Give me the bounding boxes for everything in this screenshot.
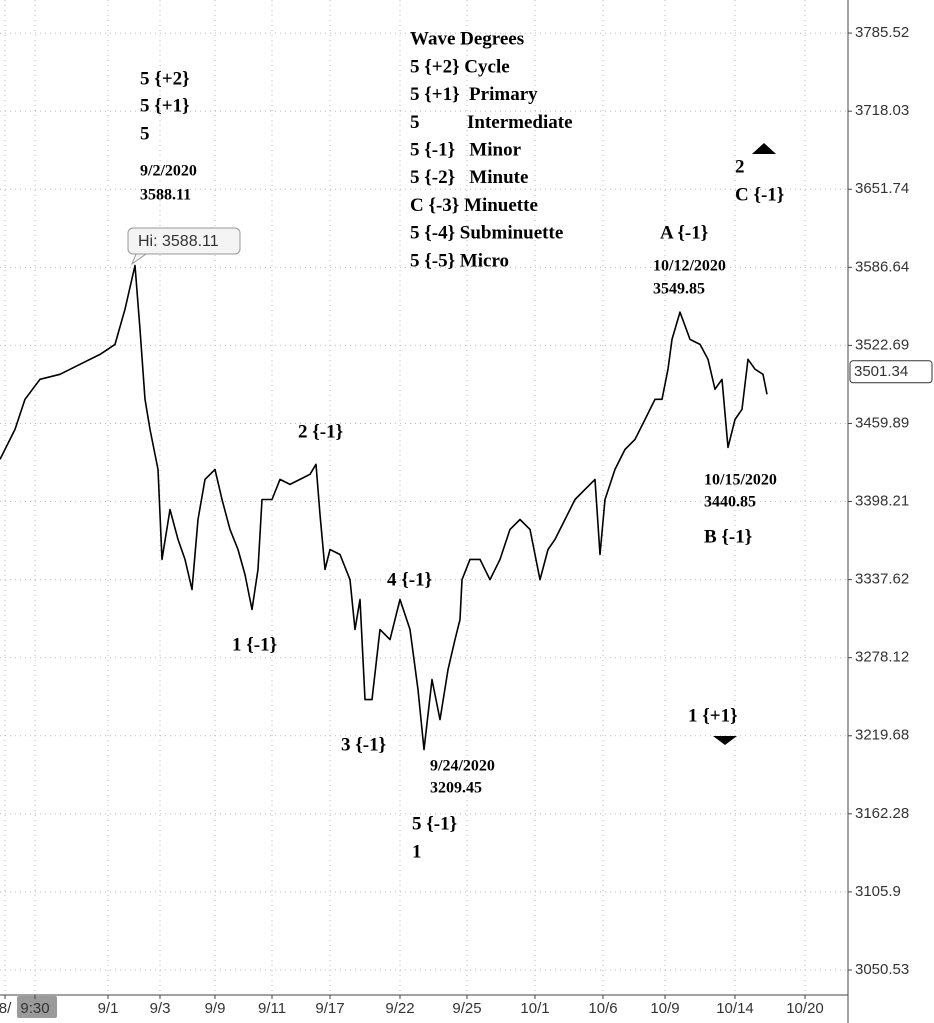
x-tick-label: 9/25 xyxy=(452,1000,481,1017)
down-arrow xyxy=(713,736,737,745)
annotation: 9/24/2020 xyxy=(430,758,495,775)
legend-entry: 5 {-4} Subminuette xyxy=(410,223,563,244)
annotation: 5 {+2} xyxy=(140,68,190,89)
legend-title: Wave Degrees xyxy=(410,28,524,49)
y-tick-label: 3522.69 xyxy=(855,336,909,353)
annotation: B {-1} xyxy=(704,526,752,547)
legend-entry: 5 {-2} Minute xyxy=(410,167,528,188)
annotation: 5 {+1} xyxy=(140,95,190,116)
x-tick-label: 8/ xyxy=(0,1000,12,1017)
annotation: 3588.11 xyxy=(140,187,191,204)
annotation: 3440.85 xyxy=(704,494,756,511)
annotation: 1 {+1} xyxy=(688,705,738,726)
wave-degree-legend: 5 {+2} Cycle 5 {+1} Primary 5 Intermediate… xyxy=(410,56,573,271)
legend-entry: 5 {+2} Cycle xyxy=(410,56,510,77)
annotation: 1 {-1} xyxy=(232,634,277,655)
annotation: 3549.85 xyxy=(653,281,705,298)
hi-callout-pointer xyxy=(130,253,148,266)
y-tick-label: 3050.53 xyxy=(855,961,909,978)
y-tick-label: 3586.64 xyxy=(855,258,909,275)
annotation: C {-1} xyxy=(735,184,784,205)
price-line xyxy=(0,264,768,751)
y-tick-label: 3718.03 xyxy=(855,102,909,119)
x-tick-label: 9/22 xyxy=(385,1000,414,1017)
legend-entry: C {-3} Minuette xyxy=(410,195,538,216)
up-arrow xyxy=(752,143,776,154)
y-tick-label: 3337.62 xyxy=(855,571,909,588)
x-tick-label: 9:30 xyxy=(20,1000,49,1017)
last-price-box xyxy=(849,360,933,384)
annotation: 3209.45 xyxy=(430,780,482,797)
x-tick-label: 10/20 xyxy=(786,1000,824,1017)
y-tick-label: 3105.9 xyxy=(855,883,901,900)
time-cursor-box xyxy=(17,996,57,1018)
x-tick-label: 9/1 xyxy=(98,1000,119,1017)
legend-entry: 5 {-1} Minor xyxy=(410,139,522,160)
grid xyxy=(0,0,848,995)
annotation: 2 {-1} xyxy=(298,421,343,442)
hi-label: Hi: 3588.11 xyxy=(138,233,219,250)
x-tick-label: 9/11 xyxy=(258,1000,286,1017)
y-tick-label: 3162.28 xyxy=(855,805,909,822)
y-tick-label: 3651.74 xyxy=(855,180,909,197)
annotation: 10/12/2020 xyxy=(653,258,726,275)
legend-entry: 5 {+1} Primary xyxy=(410,84,538,105)
annotation: 2 xyxy=(735,156,745,177)
axes: 3785.52 3718.03 3651.74 3586.64 3522.69 3459.… xyxy=(0,24,933,1017)
last-price-label: 3501.34 xyxy=(854,363,908,380)
annotation: 3 {-1} xyxy=(341,734,386,755)
hi-callout xyxy=(127,227,241,255)
y-tick-label: 3459.89 xyxy=(855,414,909,431)
x-tick-label: 10/1 xyxy=(520,1000,549,1017)
annotation: 10/15/2020 xyxy=(704,472,777,489)
annotation: A {-1} xyxy=(660,222,708,243)
price-series xyxy=(0,264,768,751)
y-tick-label: 3398.21 xyxy=(855,493,909,510)
x-tick-label: 10/14 xyxy=(716,1000,754,1017)
annotation: 9/2/2020 xyxy=(140,163,197,180)
legend-entry: 5 {-5} Micro xyxy=(410,250,509,271)
annotation: 5 {-1} xyxy=(412,813,457,834)
y-tick-label: 3785.52 xyxy=(855,24,909,41)
annotation: 4 {-1} xyxy=(387,569,432,590)
x-tick-label: 9/17 xyxy=(315,1000,344,1017)
x-tick-label: 9/9 xyxy=(205,1000,226,1017)
x-tick-label: 9/3 xyxy=(150,1000,171,1017)
annotation: 1 xyxy=(412,841,422,862)
y-tick-label: 3219.68 xyxy=(855,727,909,744)
legend-entry: 5 Intermediate xyxy=(410,112,573,133)
y-tick-label: 3278.12 xyxy=(855,649,909,666)
x-tick-label: 10/9 xyxy=(650,1000,679,1017)
x-tick-label: 10/6 xyxy=(588,1000,617,1017)
annotation: 5 xyxy=(140,123,150,144)
